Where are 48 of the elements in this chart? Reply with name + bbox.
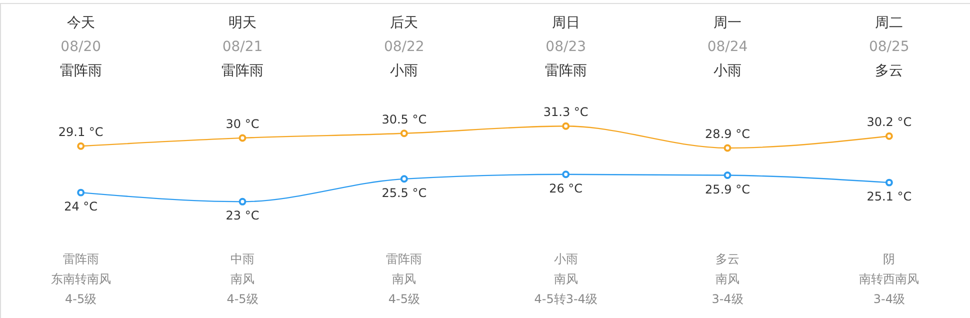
- text: 3-4级: [712, 292, 744, 306]
- text: 小雨: [554, 252, 578, 266]
- point: [724, 172, 732, 180]
- category-label: 周日 08/23 雷阵雨: [544, 15, 587, 79]
- text: 4-5转3-4级: [534, 292, 598, 306]
- data-label: 30.5 °C: [382, 112, 427, 126]
- text: 阴: [883, 252, 896, 266]
- text: 东南转南风: [50, 272, 111, 286]
- point: [885, 178, 893, 186]
- point: [238, 134, 246, 142]
- text: 南风: [554, 272, 578, 286]
- point: [77, 142, 85, 150]
- category-label: 后天 08/22 小雨: [384, 15, 424, 79]
- data-label: 28.9 °C: [705, 126, 750, 141]
- point: [77, 188, 85, 196]
- point: [238, 198, 246, 206]
- data-label: 23 °C: [226, 208, 260, 223]
- text: 南风: [392, 272, 416, 286]
- point: [562, 122, 570, 130]
- point: [400, 130, 408, 138]
- category-label: 今天 08/20 雷阵雨: [60, 15, 102, 79]
- data-label: 25.9 °C: [705, 182, 750, 196]
- point: [724, 144, 732, 152]
- data-label: 31.3 °C: [543, 105, 588, 120]
- category-label: 周二 08/25 多云: [868, 15, 910, 79]
- text: 4-5级: [65, 292, 97, 306]
- data-label: 25.5 °C: [382, 186, 427, 200]
- point: [400, 175, 408, 183]
- point: [562, 170, 570, 178]
- text: 南风: [230, 272, 254, 286]
- data-label: 30 °C: [226, 116, 260, 131]
- data-label: 24 °C: [64, 200, 98, 214]
- text: 南风: [716, 272, 740, 286]
- category-label: 周一 08/24 小雨: [707, 15, 748, 79]
- data-label: 26 °C: [549, 181, 583, 196]
- text: 4-5级: [388, 292, 420, 306]
- text: 中雨: [230, 252, 254, 266]
- data-label: 29.1 °C: [58, 125, 104, 140]
- text: 4-5级: [226, 292, 258, 306]
- text: 多云: [716, 252, 740, 266]
- text: 雷阵雨: [386, 252, 422, 266]
- text: 3-4级: [873, 292, 905, 306]
- data-label: 30.2 °C: [866, 115, 912, 130]
- category-label: 明天 08/21 雷阵雨: [222, 15, 264, 79]
- point: [885, 132, 893, 140]
- data-label: 25.1 °C: [866, 190, 912, 204]
- text: 雷阵雨: [62, 252, 99, 266]
- text: 南转西南风: [859, 272, 920, 286]
